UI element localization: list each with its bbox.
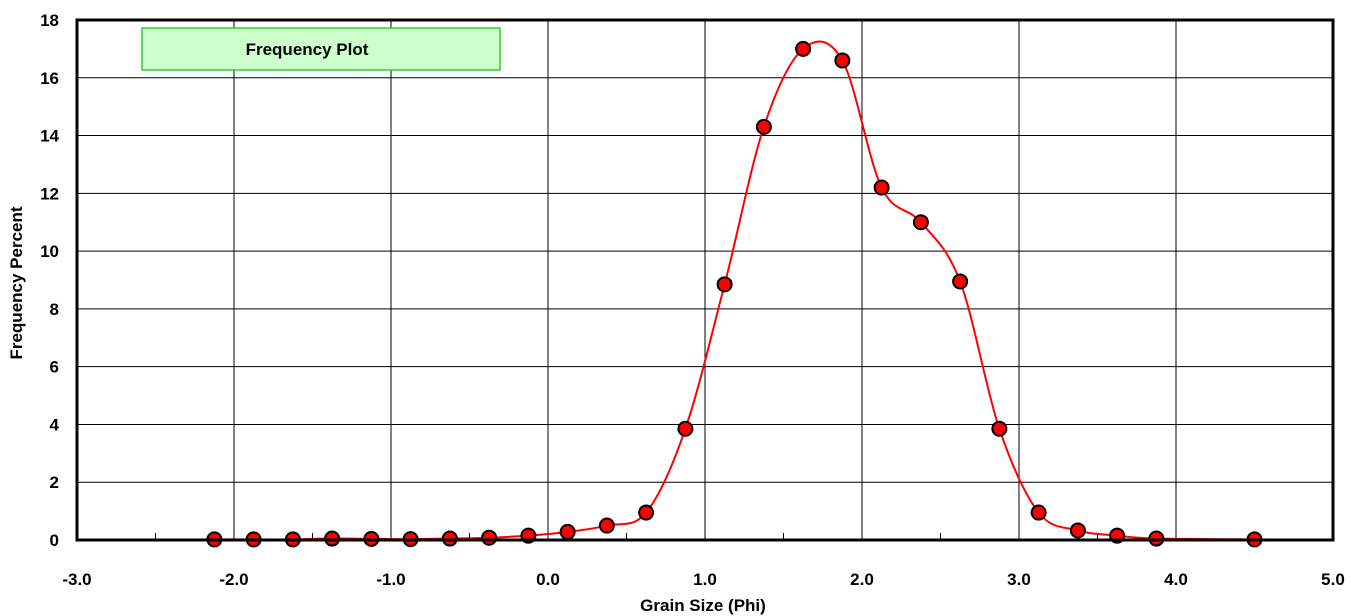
y-tick-label: 2 (50, 473, 59, 492)
x-tick-label: -1.0 (376, 570, 405, 589)
x-tick-labels: -3.0 -2.0 -1.0 0.0 1.0 2.0 3.0 4.0 5.0 (62, 570, 1344, 589)
x-axis-title: Grain Size (Phi) (640, 596, 766, 615)
data-point (638, 504, 655, 521)
data-point (795, 40, 812, 57)
y-tick-labels: 0 2 4 6 8 10 12 14 16 18 (40, 11, 59, 550)
data-point (873, 179, 890, 196)
y-tick-label: 14 (40, 127, 59, 146)
chart-title: Frequency Plot (246, 40, 369, 59)
data-point (481, 529, 498, 546)
data-point (1030, 504, 1047, 521)
y-tick-label: 8 (50, 300, 59, 319)
data-point (755, 118, 772, 135)
x-tick-label: 4.0 (1164, 570, 1188, 589)
y-tick-label: 18 (40, 11, 59, 30)
y-tick-label: 6 (50, 358, 59, 377)
data-point (912, 214, 929, 231)
data-point (1069, 522, 1086, 539)
x-tick-label: -2.0 (219, 570, 248, 589)
series-line (214, 40, 1255, 541)
x-tick-label: -3.0 (62, 570, 91, 589)
data-point (716, 276, 733, 293)
data-point (677, 420, 694, 437)
data-point (834, 52, 851, 69)
grid-lines (76, 19, 1334, 541)
legend-box: Frequency Plot (141, 27, 501, 71)
x-tick-label: 0.0 (536, 570, 560, 589)
y-tick-label: 4 (50, 415, 60, 434)
y-tick-label: 10 (40, 242, 59, 261)
data-point (559, 523, 576, 540)
data-markers (206, 40, 1263, 548)
data-point (598, 517, 615, 534)
data-point (952, 273, 969, 290)
y-tick-label: 12 (40, 184, 59, 203)
data-point (991, 420, 1008, 437)
x-tick-label: 2.0 (850, 570, 874, 589)
y-tick-label: 0 (50, 531, 59, 550)
y-axis-title: Frequency Percent (7, 206, 26, 359)
x-tick-label: 3.0 (1007, 570, 1031, 589)
y-tick-label: 16 (40, 69, 59, 88)
plot-frame (75, 18, 1335, 542)
x-tick-label: 1.0 (693, 570, 717, 589)
x-tick-label: 5.0 (1321, 570, 1345, 589)
